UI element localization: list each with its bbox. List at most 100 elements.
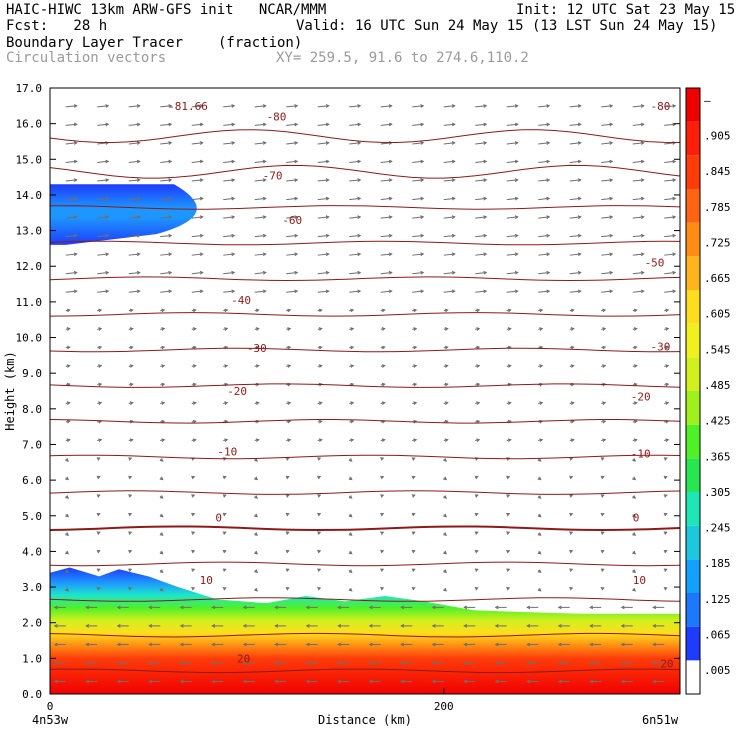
vector-arrowhead (224, 364, 229, 368)
vector-arrowhead (537, 458, 542, 462)
vector-arrowhead (116, 642, 121, 647)
vector-arrowhead (98, 308, 103, 313)
vector-arrowhead (665, 308, 670, 313)
vector-arrowhead (476, 438, 481, 443)
vector-arrowhead (431, 605, 436, 610)
vector-arrow (601, 272, 613, 275)
contour-label: 20 (660, 658, 673, 671)
vector-arrowhead (129, 382, 134, 387)
y-tick-label: 11.0 (16, 296, 43, 309)
vector-arrowhead (73, 289, 78, 294)
contour-line (49, 347, 681, 353)
vector-arrowhead (633, 345, 638, 350)
vector-arrow (97, 105, 109, 108)
vector-arrowhead (98, 345, 103, 350)
vector-arrowhead (128, 475, 133, 480)
vector-arrowhead (443, 569, 448, 573)
vector-arrowhead (411, 512, 416, 517)
vector-arrowhead (294, 141, 299, 145)
vector-arrowhead (451, 159, 456, 164)
vector-arrowhead (380, 512, 385, 517)
vector-arrow (475, 179, 487, 182)
contour-label: -60 (282, 214, 302, 227)
vector-arrowhead (411, 586, 416, 591)
vector-arrowhead (474, 549, 479, 554)
vector-arrow (97, 142, 109, 145)
vector-arrowhead (168, 233, 173, 238)
vector-arrowhead (85, 679, 90, 684)
vector-arrow (506, 272, 518, 275)
vector-arrowhead (537, 532, 542, 536)
vector-arrowhead (537, 476, 542, 481)
vector-arrowhead (255, 308, 260, 313)
vector-arrowhead (463, 642, 468, 647)
vector-arrow (349, 142, 361, 145)
contour-label: -40 (231, 294, 251, 307)
vector-arrowhead (199, 252, 204, 257)
vector-arrowhead (242, 624, 247, 628)
vector-arrow (254, 290, 266, 293)
vector-arrow (380, 160, 392, 163)
vector-arrowhead (483, 233, 488, 238)
vector-arrowhead (537, 569, 542, 573)
vector-arrowhead (483, 196, 488, 201)
vector-arrowhead (136, 104, 141, 108)
colorbar-swatch (686, 121, 700, 156)
vector-arrowhead (413, 345, 418, 350)
vector-arrow (191, 197, 203, 201)
vector-arrow (128, 234, 140, 238)
vector-arrowhead (632, 458, 637, 462)
vector-arrowhead (73, 215, 78, 220)
vector-arrow (223, 105, 235, 108)
vector-arrowhead (451, 289, 456, 294)
vector-arrow (443, 142, 455, 145)
vector-arrowhead (420, 141, 425, 145)
vector-arrowhead (105, 159, 110, 164)
vector-arrowhead (476, 419, 481, 424)
vector-arrowhead (474, 475, 479, 480)
vector-arrowhead (663, 586, 668, 591)
vector-arrowhead (357, 215, 362, 220)
vector-arrowhead (168, 159, 173, 164)
vector-arrowhead (254, 476, 259, 481)
vector-arrowhead (451, 252, 456, 257)
vector-arrow (317, 179, 329, 182)
vector-arrowhead (98, 364, 103, 368)
colorbar-label: .005 (704, 664, 731, 677)
vector-arrowhead (620, 642, 625, 647)
vector-arrow (254, 160, 266, 163)
plot-frame (49, 87, 681, 695)
vector-arrowhead (66, 401, 71, 405)
vector-arrow (475, 253, 487, 256)
vector-arrowhead (569, 531, 574, 535)
colorbar-swatch (686, 323, 700, 358)
vector-arrowhead (305, 679, 310, 684)
vector-arrowhead (443, 476, 448, 481)
vector-arrowhead (368, 661, 373, 665)
vector-arrowhead (451, 270, 456, 275)
vector-arrowhead (381, 308, 386, 313)
vector-arrowhead (388, 289, 393, 294)
vector-arrowhead (665, 401, 670, 405)
vector-arrow (601, 197, 613, 201)
vector-arrowhead (380, 494, 385, 498)
vector-arrow (443, 253, 455, 256)
vector-arrow (412, 290, 424, 293)
vector-label: Circulation vectors (6, 50, 167, 66)
vector-arrowhead (570, 364, 575, 368)
vector-arrow (380, 142, 392, 145)
vector-arrowhead (381, 382, 386, 387)
vector-arrowhead (537, 587, 542, 592)
vector-arrow (475, 105, 487, 108)
vector-arrow (538, 142, 550, 145)
vector-arrow (443, 234, 455, 238)
vector-arrow (349, 105, 361, 108)
vector-arrowhead (254, 587, 259, 592)
vector-arrow (506, 105, 518, 108)
vector-arrowhead (85, 642, 90, 647)
y-tick-label: 6.0 (22, 474, 42, 487)
vector-arrowhead (105, 104, 110, 108)
vector-arrowhead (431, 679, 436, 684)
vector-arrowhead (526, 642, 531, 647)
vector-arrow (569, 216, 581, 219)
